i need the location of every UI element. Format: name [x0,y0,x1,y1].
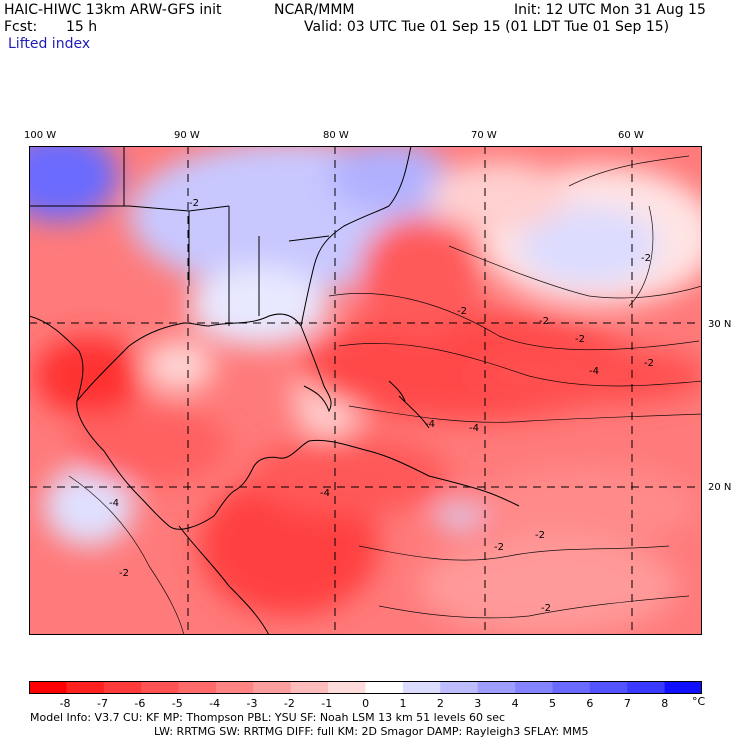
contour-label: -2 [494,542,504,553]
colorbar-swatch [290,681,329,694]
contour-labels: -2 -4 -2 -4 -2 -2 -4 -2 -2 -2 -2 -4 -2 -… [109,198,654,614]
model-info-line1: Model Info: V3.7 CU: KF MP: Thompson PBL… [30,711,506,724]
colorbar-tick-label: 1 [399,697,407,710]
colorbar-swatch [103,681,142,694]
contour-label: -2 [189,198,199,209]
coastlines [29,146,520,635]
atlantic-coast [300,146,412,327]
lifted-index-map: -2 -4 -2 -4 -2 -2 -4 -2 -2 -2 -2 -4 -2 -… [29,146,702,635]
colorbar-tick-label: -4 [209,697,221,710]
colorbar-swatch [253,681,292,694]
colorbar-tick-label: 4 [511,697,519,710]
contour-label: -2 [457,306,467,317]
colorbar-swatch [589,681,628,694]
lat-label-30n: 30 N [708,319,732,330]
lon-label-90w: 90 W [174,130,200,141]
state-borders [29,146,330,326]
field-shading [29,146,702,635]
colorbar-tick-label: -6 [134,697,146,710]
colorbar-tick-label: 8 [661,697,669,710]
colorbar-swatch [552,681,591,694]
colorbar-swatch [178,681,217,694]
colorbar-swatch [440,681,479,694]
colorbar-tick-label: -1 [321,697,333,710]
lat-lon-grid [29,146,702,635]
central-america [178,525,270,635]
gulf-coast-north [76,313,332,413]
colorbar-swatch [365,681,404,694]
colorbar-swatch [29,681,67,694]
init-time: Init: 12 UTC Mon 31 Aug 15 [514,2,706,18]
contour-label: -2 [539,316,549,327]
model-title: HAIC-HIWC 13km ARW-GFS init [4,2,222,18]
colorbar-tick-label: -5 [171,697,183,710]
colorbar [29,681,702,694]
colorbar-tick-label: 3 [474,697,482,710]
contour-label: -2 [119,568,129,579]
lat-label-20n: 20 N [708,482,732,493]
valid-time: Valid: 03 UTC Tue 01 Sep 15 (01 LDT Tue … [304,19,670,35]
caribbean-islands [233,439,520,507]
colorbar-tick-label: 5 [549,697,557,710]
colorbar-tick-label: -3 [246,697,258,710]
lon-label-70w: 70 W [471,130,497,141]
colorbar-tick-label: 7 [623,697,631,710]
contour-label: -4 [109,498,119,509]
colorbar-swatch [664,681,702,694]
contour-label: -4 [589,366,599,377]
bahamas [388,380,430,429]
field-name: Lifted index [8,36,91,52]
forecast-label: Fcst: [4,19,38,35]
colorbar-swatch [141,681,180,694]
colorbar-tick-label: 2 [436,697,444,710]
lon-label-60w: 60 W [618,130,644,141]
org-label: NCAR/MMM [274,2,355,18]
lon-label-100w: 100 W [24,130,57,141]
contour-label: -2 [541,603,551,614]
contour-label: -2 [641,253,651,264]
lon-label-80w: 80 W [323,130,349,141]
contour-label: -4 [469,423,479,434]
colorbar-swatch [627,681,666,694]
contours [68,155,702,635]
colorbar-tick-label: 0 [362,697,370,710]
colorbar-swatch [215,681,254,694]
map-frame [29,146,702,635]
contour-label: -4 [425,419,435,430]
colorbar-swatch [402,681,441,694]
colorbar-tick-label: -8 [59,697,71,710]
colorbar-swatch [66,681,105,694]
colorbar-tick-label: -7 [96,697,108,710]
colorbar-swatch [477,681,516,694]
contour-label: -2 [644,358,654,369]
colorbar-tick-label: -2 [283,697,295,710]
colorbar-unit: °C [692,695,706,708]
model-info-line2: LW: RRTMG SW: RRTMG DIFF: full KM: 2D Sm… [154,725,589,738]
gulf-coast-west [29,315,235,530]
colorbar-swatch [515,681,553,694]
colorbar-tick-label: 6 [586,697,594,710]
forecast-hour: 15 h [66,19,98,35]
contour-label: -4 [320,488,330,499]
contour-label: -2 [575,334,585,345]
contour-label: -2 [535,530,545,541]
colorbar-swatch [328,681,366,694]
